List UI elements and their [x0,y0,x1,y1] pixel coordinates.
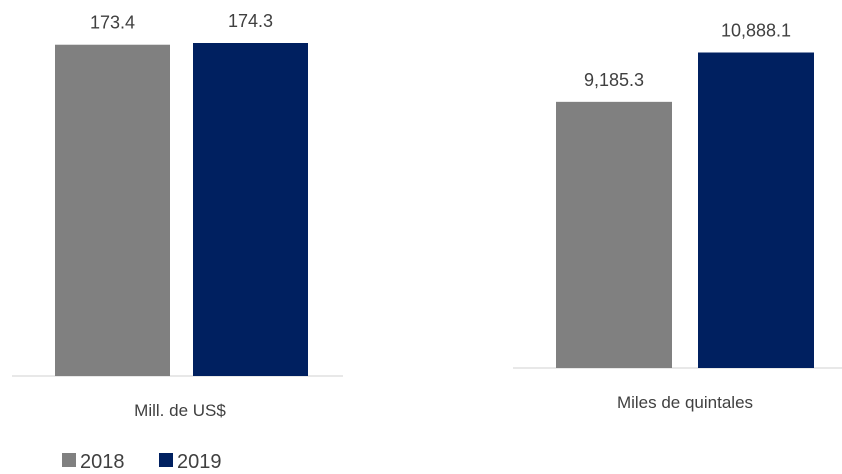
category-label: Miles de quintales [617,393,753,412]
data-label-2019: 174.3 [228,11,273,31]
legend-swatch-2018 [62,453,76,467]
legend: 2018 2019 [62,451,222,473]
bar-2019 [698,52,814,369]
legend-swatch-2019 [159,453,173,467]
bar-2018 [556,101,672,369]
bar-2018 [55,44,170,376]
data-label-2019: 10,888.1 [721,21,791,41]
chart-panel-volume: 9,185.3 10,888.1 Miles de quintales [513,21,842,412]
data-label-2018: 173.4 [90,13,135,33]
bar-2019 [193,43,308,376]
data-label-2018: 9,185.3 [584,70,644,90]
chart-panel-value: 173.4 174.3 Mill. de US$ [12,11,343,420]
legend-label-2019: 2019 [177,451,222,473]
category-label: Mill. de US$ [134,401,226,420]
legend-label-2018: 2018 [80,451,125,473]
